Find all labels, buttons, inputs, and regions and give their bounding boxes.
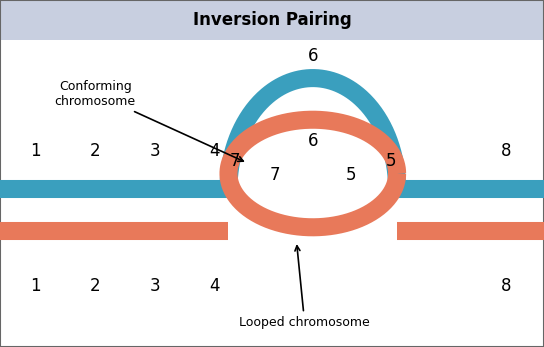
- Text: 2: 2: [90, 277, 101, 295]
- Text: 7: 7: [230, 152, 240, 170]
- Text: 8: 8: [500, 142, 511, 160]
- Text: 1: 1: [30, 142, 41, 160]
- Text: Conforming
chromosome: Conforming chromosome: [54, 80, 243, 161]
- Text: 5: 5: [345, 166, 356, 184]
- Text: 6: 6: [307, 132, 318, 150]
- Text: 1: 1: [30, 277, 41, 295]
- Text: 2: 2: [90, 142, 101, 160]
- Text: 4: 4: [209, 142, 220, 160]
- Text: Inversion Pairing: Inversion Pairing: [193, 11, 351, 29]
- Bar: [0, 0, 544, 40]
- Text: 6: 6: [307, 46, 318, 65]
- Text: 7: 7: [269, 166, 280, 184]
- Text: 3: 3: [150, 142, 160, 160]
- Text: 3: 3: [150, 277, 160, 295]
- Text: 8: 8: [500, 277, 511, 295]
- Text: Looped chromosome: Looped chromosome: [239, 246, 370, 329]
- Text: 4: 4: [209, 277, 220, 295]
- Text: 5: 5: [385, 152, 396, 170]
